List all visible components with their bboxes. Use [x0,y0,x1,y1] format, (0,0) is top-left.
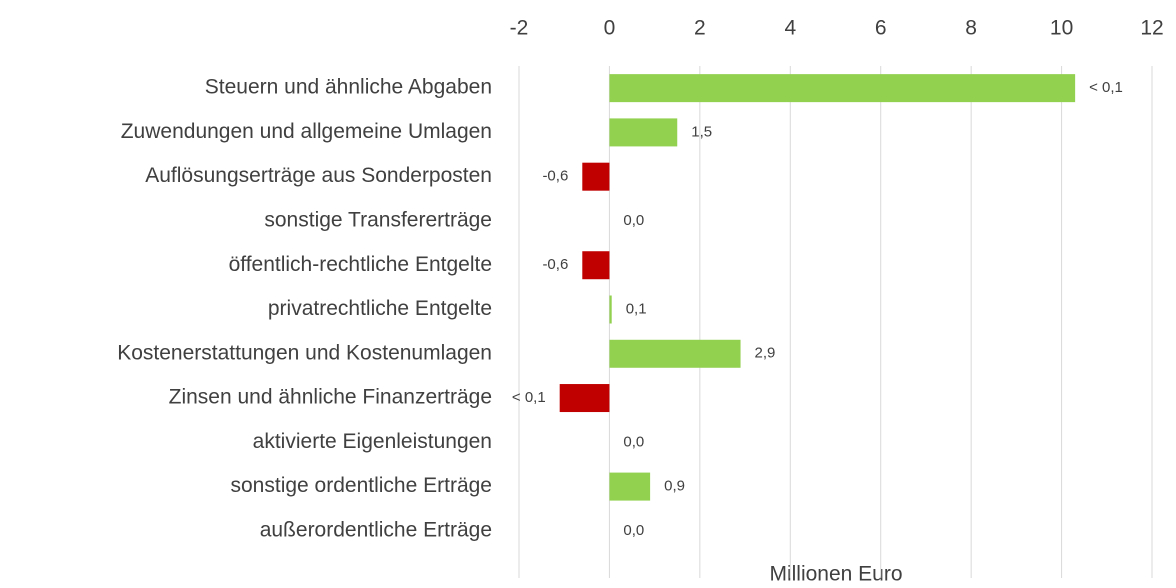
x-tick-label: 0 [604,17,616,40]
y-tick-label: Zuwendungen und allgemeine Umlagen [121,120,492,143]
y-tick-label: sonstige Transfererträge [264,209,492,232]
y-tick-label: aktivierte Eigenleistungen [253,430,492,453]
bar [609,118,678,147]
y-tick-label: öffentlich-rechtliche Entgelte [229,253,492,276]
data-label: -0,6 [542,168,568,185]
x-tick-label: 2 [694,17,706,40]
y-tick-label: Kostenerstattungen und Kostenumlagen [117,341,492,364]
bar [582,251,610,280]
data-label: -0,6 [542,256,568,273]
data-label: 2,9 [755,345,776,362]
x-tick-label: 8 [965,17,977,40]
x-tick-label: -2 [510,17,529,40]
data-label: 0,0 [623,212,644,229]
y-tick-label: sonstige ordentliche Erträge [231,474,493,497]
data-label: 0,1 [626,300,647,317]
bar [609,295,612,324]
x-axis-title: Millionen Euro [769,563,902,586]
x-tick-label: 4 [784,17,796,40]
y-tick-label: Steuern und ähnliche Abgaben [205,76,492,99]
y-tick-label: privatrechtliche Entgelte [268,297,492,320]
data-label: 1,5 [691,123,712,140]
bar [609,472,651,501]
y-tick-label: außerordentliche Erträge [260,518,492,541]
x-tick-label: 10 [1050,17,1073,40]
bar [582,162,610,191]
x-tick-label: 6 [875,17,887,40]
bar [609,74,1076,103]
data-label: 0,9 [664,478,685,495]
data-label: 0,0 [623,522,644,539]
y-tick-label: Auflösungserträge aus Sonderposten [145,164,492,187]
data-label: 0,0 [623,433,644,450]
bar [559,384,610,413]
x-tick-label: 12 [1140,17,1163,40]
data-label: < 0,1 [512,389,546,406]
data-label: < 0,1 [1089,79,1123,96]
bar [609,339,741,368]
y-tick-label: Zinsen und ähnliche Finanzerträge [169,386,492,409]
